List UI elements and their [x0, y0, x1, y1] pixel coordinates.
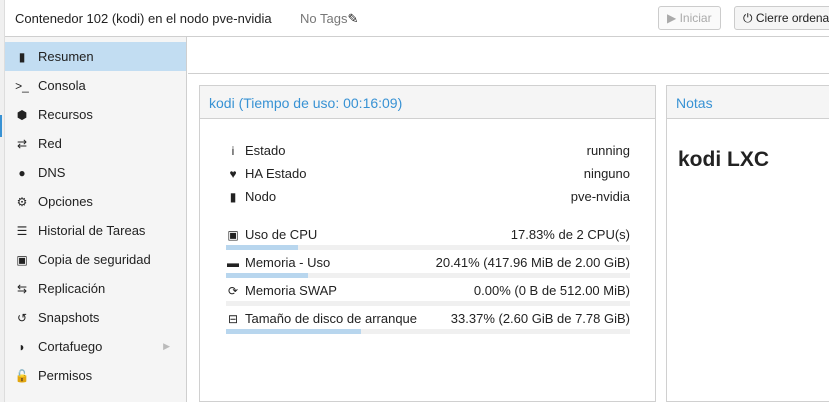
resize-handle[interactable] [0, 115, 2, 137]
usage-row: ▬ Memoria - Uso 20.41% (417.96 MiB de 2.00… [226, 255, 630, 270]
tags[interactable]: No Tags✎ [300, 11, 358, 27]
info-row: i Estado running [226, 143, 630, 158]
start-label: Iniciar [679, 11, 712, 25]
usage-label: Uso de CPU [245, 227, 318, 242]
globe-icon: ● [18, 165, 26, 180]
usage-progress-fill [226, 329, 361, 334]
status-panel: kodi (Tiempo de uso: 00:16:09) i Estado ru… [199, 85, 656, 402]
sidebar-item-label: Historial de Tareas [38, 223, 146, 238]
header: Contenedor 102 (kodi) en el nodo pve-nvi… [5, 0, 829, 37]
tags-label: No Tags [300, 11, 348, 26]
refresh-icon: ⟳ [227, 283, 239, 298]
usage-value: 20.41% (417.96 MiB de 2.00 GiB) [435, 255, 630, 270]
info-row: ▮ Nodo pve-nvidia [226, 189, 630, 204]
list-icon: ☰ [16, 223, 28, 238]
sidebar-item-opciones[interactable]: ⚙ Opciones [5, 187, 186, 216]
sidebar-item-permisos[interactable]: 🔓 Permisos [5, 361, 186, 390]
cpu-icon: ▣ [227, 227, 239, 242]
usage-row: ⊟ Tamaño de disco de arranque 33.37% (2.60… [226, 311, 630, 326]
sidebar-item-resumen[interactable]: ▮ Resumen [5, 42, 186, 71]
shutdown-label: Cierre ordena [755, 11, 829, 25]
book-icon: ▮ [18, 49, 26, 64]
info-label: HA Estado [245, 166, 307, 181]
usage-progress-bar [226, 329, 630, 334]
usage-label: Memoria SWAP [245, 283, 337, 298]
sidebar-item-label: Red [38, 136, 62, 151]
sidebar-item-cortafuego[interactable]: ◗ Cortafuego ▶ [5, 332, 186, 361]
hdd-icon: ⊟ [227, 311, 239, 326]
usage-progress-fill [226, 245, 299, 250]
sidebar-item-label: Permisos [38, 368, 93, 383]
unlock-icon: 🔓 [14, 368, 30, 383]
sidebar-item-label: Replicación [38, 281, 106, 296]
notes-content: kodi LXC [678, 148, 770, 171]
usage-progress-bar [226, 273, 630, 278]
server-icon: ▮ [229, 189, 237, 204]
usage-progress-fill [226, 273, 309, 278]
gear-icon: ⚙ [16, 194, 28, 209]
notes-panel-title[interactable]: Notas [667, 86, 829, 119]
info-icon: i [231, 143, 235, 158]
heartbeat-icon: ♥ [229, 166, 237, 181]
sidebar-item-snapshots[interactable]: ↺ Snapshots [5, 303, 186, 332]
play-icon: ▶ [667, 11, 677, 25]
page-title: Contenedor 102 (kodi) en el nodo pve-nvi… [15, 11, 272, 26]
history-icon: ↺ [16, 310, 28, 325]
left-edge [0, 0, 5, 402]
usage-label: Tamaño de disco de arranque [245, 311, 418, 326]
info-label: Nodo [245, 189, 277, 204]
sidebar-item-label: Consola [38, 78, 86, 93]
sidebar-item-consola[interactable]: >_ Consola [5, 71, 186, 100]
chevron-right-icon: ▶ [163, 341, 170, 351]
info-value: running [586, 143, 630, 158]
info-value: pve-nvidia [570, 189, 630, 204]
sidebar-item-red[interactable]: ⇄ Red [5, 129, 186, 158]
sidebar-item-historial-de-tareas[interactable]: ☰ Historial de Tareas [5, 216, 186, 245]
retweet-icon: ⇆ [16, 281, 28, 296]
memory-icon: ▬ [227, 255, 239, 270]
sidebar-item-label: Opciones [38, 194, 93, 209]
cube-icon: ⬢ [16, 107, 28, 122]
status-panel-title: kodi (Tiempo de uso: 00:16:09) [200, 86, 655, 119]
info-label: Estado [245, 143, 286, 158]
sidebar-item-recursos[interactable]: ⬢ Recursos [5, 100, 186, 129]
start-button[interactable]: ▶ Iniciar [658, 6, 721, 30]
sidebar-item-dns[interactable]: ● DNS [5, 158, 186, 187]
exchange-icon: ⇄ [16, 136, 28, 151]
usage-value: 17.83% de 2 CPU(s) [510, 227, 630, 242]
notes-panel: Notas kodi LXC [666, 85, 829, 402]
sidebar-item-label: Cortafuego [38, 339, 103, 354]
sidebar-item-label: Copia de seguridad [38, 252, 151, 267]
sidebar-item-label: Recursos [38, 107, 93, 122]
sidebar-item-label: Snapshots [38, 310, 100, 325]
sidebar-item-label: Resumen [38, 49, 94, 64]
info-row: ♥ HA Estado ninguno [226, 166, 630, 181]
usage-value: 0.00% (0 B de 512.00 MiB) [473, 283, 630, 298]
floppy-icon: ▣ [16, 252, 28, 267]
sidebar-item-copia-de-seguridad[interactable]: ▣ Copia de seguridad [5, 245, 186, 274]
shield-icon: ◗ [18, 339, 26, 354]
power-icon: ⏻ [743, 11, 753, 25]
usage-row: ▣ Uso de CPU 17.83% de 2 CPU(s) [226, 227, 630, 242]
usage-row: ⟳ Memoria SWAP 0.00% (0 B de 512.00 MiB) [226, 283, 630, 298]
info-value: ninguno [583, 166, 630, 181]
terminal-icon: >_ [15, 78, 29, 93]
pencil-icon[interactable]: ✎ [347, 11, 359, 26]
sidebar-item-replicaci-n[interactable]: ⇆ Replicación [5, 274, 186, 303]
usage-progress-bar [226, 245, 630, 250]
sidebar-item-label: DNS [38, 165, 66, 180]
usage-value: 33.37% (2.60 GiB de 7.78 GiB) [450, 311, 630, 326]
toolbar-band [188, 37, 829, 74]
usage-progress-bar [226, 301, 630, 306]
usage-label: Memoria - Uso [245, 255, 331, 270]
sidebar: ▮ Resumen >_ Consola ⬢ Recursos ⇄ Red ● DNS ⚙ Opcio… [5, 37, 187, 402]
shutdown-button[interactable]: ⏻ Cierre ordena [734, 6, 829, 30]
